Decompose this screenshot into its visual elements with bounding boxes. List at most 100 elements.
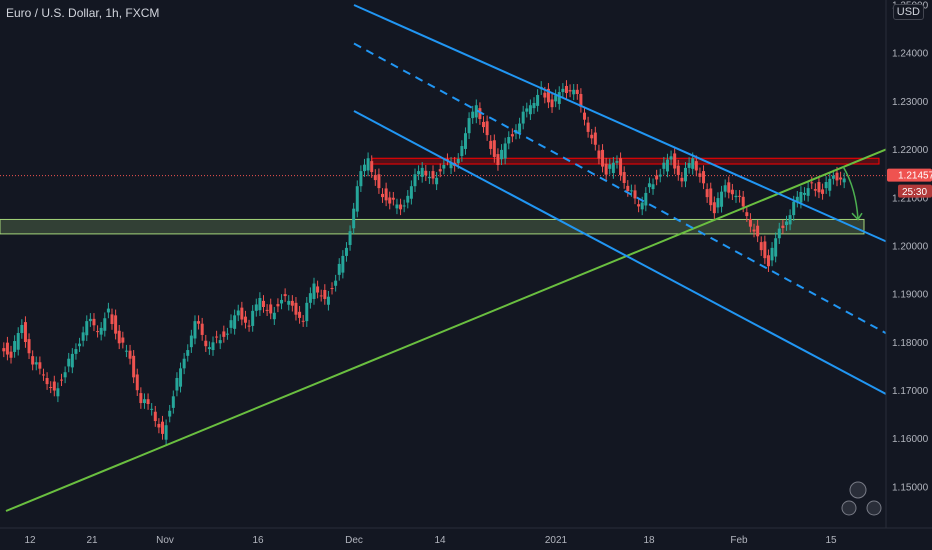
candle-body bbox=[738, 195, 742, 197]
candle-body bbox=[579, 93, 583, 107]
countdown-value: 25:30 bbox=[902, 187, 927, 198]
candle-body bbox=[734, 195, 738, 198]
candle-body bbox=[265, 309, 269, 311]
candle-body bbox=[251, 310, 255, 326]
candle-body bbox=[31, 356, 35, 365]
candle-body bbox=[564, 85, 568, 94]
candle-body bbox=[813, 189, 817, 191]
candle-body bbox=[622, 172, 626, 183]
candle-body bbox=[471, 111, 475, 119]
candle-body bbox=[803, 192, 807, 195]
last-price-tag bbox=[887, 168, 932, 182]
price-axis-panel bbox=[886, 0, 932, 550]
forecast-arrow-head bbox=[851, 212, 863, 221]
candle-body bbox=[716, 198, 720, 208]
candle-body bbox=[709, 188, 713, 206]
candle-body bbox=[543, 92, 547, 98]
candle-body bbox=[157, 423, 161, 428]
candle-body bbox=[110, 314, 114, 325]
candle-body bbox=[341, 255, 345, 273]
channel-upper-line bbox=[353, 4, 887, 243]
candle-body bbox=[784, 221, 788, 226]
candle-body bbox=[81, 332, 85, 341]
candle-body bbox=[705, 189, 709, 198]
candle-body bbox=[164, 425, 168, 440]
x-tick-label: 18 bbox=[643, 535, 655, 546]
candle-body bbox=[34, 362, 38, 365]
candle-body bbox=[49, 386, 53, 388]
candle-body bbox=[593, 132, 597, 145]
candle-body bbox=[665, 159, 669, 172]
candle-body bbox=[316, 286, 320, 293]
candle-body bbox=[774, 238, 778, 257]
candle-body bbox=[687, 163, 691, 168]
candle-body bbox=[114, 315, 118, 334]
candle-body bbox=[449, 162, 453, 169]
candle-body bbox=[128, 350, 132, 359]
candle-body bbox=[406, 195, 410, 203]
candle-body bbox=[586, 122, 590, 132]
candle-body bbox=[186, 350, 190, 356]
candle-body bbox=[435, 177, 439, 185]
candle-body bbox=[730, 189, 734, 195]
candle-body bbox=[536, 94, 540, 106]
candle-body bbox=[135, 374, 139, 391]
y-tick-label: 1.18000 bbox=[892, 338, 929, 349]
candle-body bbox=[179, 368, 183, 387]
uptrend-line bbox=[5, 148, 887, 512]
candle-body bbox=[467, 118, 471, 134]
candle-body bbox=[626, 185, 630, 192]
candle-body bbox=[60, 379, 64, 381]
candle-body bbox=[359, 171, 363, 187]
candle-body bbox=[337, 263, 341, 275]
candle-body bbox=[161, 421, 165, 434]
candle-body bbox=[189, 335, 193, 348]
candle-body bbox=[489, 140, 493, 149]
event-icon bbox=[866, 500, 882, 516]
candle-body bbox=[485, 121, 489, 136]
candle-body bbox=[777, 228, 781, 239]
candle-body bbox=[207, 347, 211, 350]
candle-body bbox=[474, 105, 478, 118]
channel-lower-line bbox=[353, 110, 887, 395]
candle-body bbox=[204, 340, 208, 347]
candle-body bbox=[640, 202, 644, 210]
candle-body bbox=[27, 339, 31, 354]
candle-body bbox=[117, 330, 121, 344]
candle-body bbox=[572, 89, 576, 95]
candle-body bbox=[366, 158, 370, 171]
candle-body bbox=[247, 325, 251, 327]
candle-body bbox=[557, 92, 561, 104]
candle-body bbox=[683, 167, 687, 182]
candle-body bbox=[70, 353, 74, 368]
candle-body bbox=[821, 189, 825, 194]
candle-body bbox=[132, 355, 136, 378]
candle-body bbox=[85, 321, 89, 336]
currency-selector[interactable]: USD bbox=[892, 4, 924, 20]
candle-body bbox=[395, 204, 399, 209]
candle-body bbox=[121, 337, 125, 343]
candle-body bbox=[298, 311, 302, 318]
candle-body bbox=[702, 171, 706, 184]
candle-body bbox=[326, 296, 330, 305]
candle-body bbox=[770, 247, 774, 261]
candle-body bbox=[319, 295, 323, 297]
candle-body bbox=[373, 174, 377, 181]
candle-body bbox=[727, 182, 731, 193]
candle-body bbox=[211, 342, 215, 351]
candle-body bbox=[759, 242, 763, 251]
candle-body bbox=[16, 333, 20, 350]
candle-body bbox=[197, 321, 201, 324]
candle-body bbox=[583, 112, 587, 120]
candle-body bbox=[384, 188, 388, 201]
candle-body bbox=[463, 133, 467, 149]
candle-body bbox=[723, 185, 727, 192]
y-tick-label: 1.22000 bbox=[892, 145, 929, 156]
candle-body bbox=[500, 149, 504, 160]
candle-body bbox=[503, 143, 507, 159]
candle-body bbox=[525, 108, 529, 112]
candle-body bbox=[193, 321, 197, 339]
candle-body bbox=[92, 318, 96, 326]
